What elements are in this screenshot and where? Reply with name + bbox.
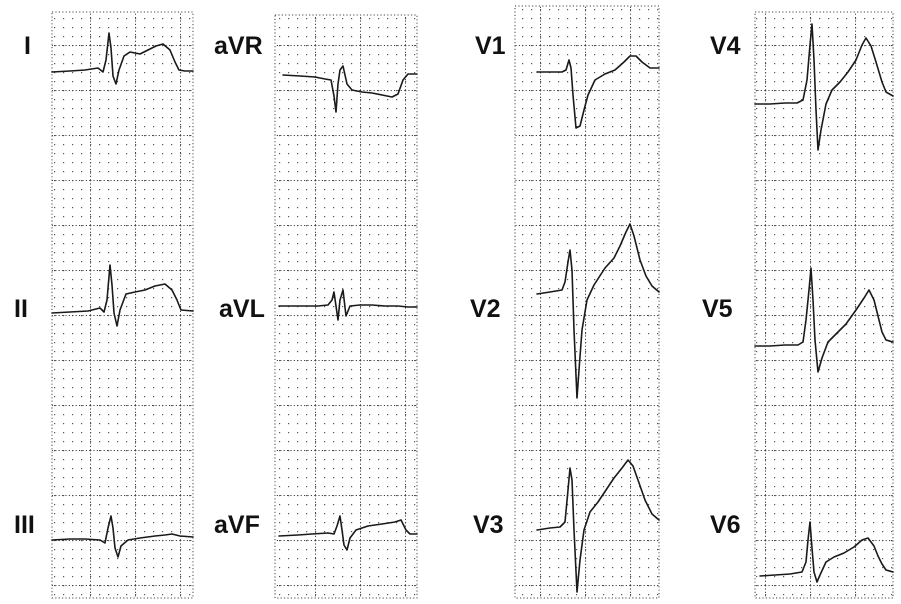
trace-lead-V1 — [536, 55, 660, 129]
lead-label-aVR: aVR — [214, 32, 263, 60]
trace-lead-V5 — [754, 267, 894, 373]
trace-lead-III — [51, 515, 194, 558]
lead-label-V5: V5 — [702, 295, 733, 323]
lead-label-V1: V1 — [475, 32, 506, 60]
lead-label-aVF: aVF — [214, 511, 260, 539]
trace-lead-V6 — [759, 521, 894, 583]
lead-label-V3: V3 — [473, 511, 504, 539]
lead-label-II: II — [14, 295, 28, 323]
trace-lead-aVL — [278, 289, 418, 321]
trace-lead-aVF — [278, 515, 418, 551]
strip-column-4 — [754, 11, 894, 599]
trace-lead-V4 — [754, 23, 894, 151]
lead-label-aVL: aVL — [219, 295, 265, 323]
lead-label-V4: V4 — [710, 32, 741, 60]
trace-lead-V2 — [536, 223, 660, 399]
lead-label-I: I — [24, 32, 31, 60]
traces — [51, 23, 894, 593]
lead-labels: I II III aVR aVL aVF V1 V2 V3 V4 V5 V6 — [14, 32, 741, 539]
trace-lead-II — [51, 264, 194, 327]
lead-label-III: III — [14, 511, 35, 539]
lead-label-V2: V2 — [470, 295, 501, 323]
lead-label-V6: V6 — [710, 511, 741, 539]
trace-lead-V3 — [536, 459, 660, 593]
trace-lead-I — [51, 32, 194, 85]
trace-lead-aVR — [282, 65, 418, 113]
